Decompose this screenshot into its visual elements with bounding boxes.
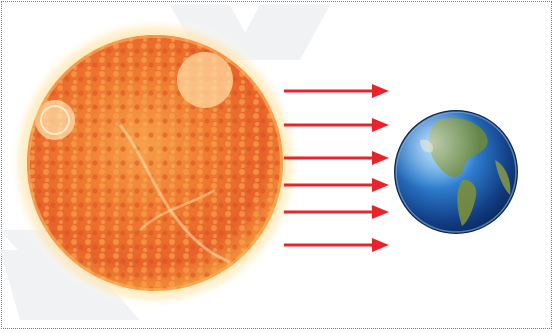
earth-globe-icon <box>394 110 518 234</box>
illustration-frame <box>1 1 552 329</box>
right-arrow-icon <box>284 84 389 252</box>
sun-icon <box>9 17 301 309</box>
